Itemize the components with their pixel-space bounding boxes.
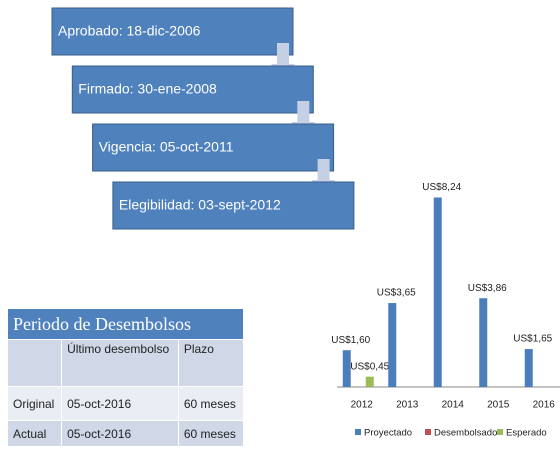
step-box bbox=[51, 7, 294, 56]
legend-label: Desembolsado bbox=[434, 428, 497, 439]
bar bbox=[388, 303, 397, 387]
step-label: Vigencia: 05-oct-2011 bbox=[99, 139, 234, 155]
step-label: Aprobado: 18-dic-2006 bbox=[58, 23, 201, 39]
step-box bbox=[92, 123, 335, 172]
header-cell: Último desembolso bbox=[61, 339, 179, 387]
cell: Actual bbox=[6, 420, 63, 447]
bar bbox=[365, 376, 374, 387]
data-label: US$1,60 bbox=[331, 335, 370, 346]
x-tick-label: 2013 bbox=[396, 400, 419, 411]
cell: 05-oct-2016 bbox=[61, 386, 179, 421]
data-label: US$3,86 bbox=[468, 283, 507, 294]
cell: 60 meses bbox=[177, 386, 245, 421]
cell bbox=[6, 339, 63, 387]
bar bbox=[342, 350, 351, 387]
x-tick-label: 2015 bbox=[487, 400, 510, 411]
bar bbox=[479, 298, 488, 387]
cell: 60 meses bbox=[177, 420, 245, 447]
legend-swatch bbox=[497, 429, 503, 435]
legend-swatch bbox=[355, 429, 361, 435]
x-tick-label: 2012 bbox=[351, 400, 374, 411]
data-label: US$8,24 bbox=[422, 182, 461, 193]
step-box bbox=[112, 181, 355, 230]
table-title: Periodo de Desembolsos bbox=[7, 308, 244, 340]
step-label: Firmado: 30-ene-2008 bbox=[78, 81, 217, 97]
legend-label: Proyectado bbox=[364, 428, 412, 439]
step-box bbox=[71, 65, 314, 114]
data-label: US$3,65 bbox=[377, 288, 416, 299]
data-label: US$1,65 bbox=[513, 334, 552, 345]
bar bbox=[433, 197, 442, 387]
header-cell: Plazo bbox=[177, 339, 245, 387]
cell: Original bbox=[6, 386, 63, 421]
data-label: US$0,45 bbox=[350, 361, 389, 372]
legend-label: Esperado bbox=[506, 428, 547, 439]
disbursement-table: Periodo de Desembolsos Último desembolso… bbox=[6, 308, 245, 447]
x-tick-label: 2014 bbox=[442, 400, 465, 411]
step-label: Elegibilidad: 03-sept-2012 bbox=[119, 197, 281, 213]
x-tick-label: 2016 bbox=[533, 400, 556, 411]
bar bbox=[524, 349, 533, 387]
cell: 05-oct-2016 bbox=[61, 420, 179, 447]
legend-swatch bbox=[425, 429, 431, 435]
